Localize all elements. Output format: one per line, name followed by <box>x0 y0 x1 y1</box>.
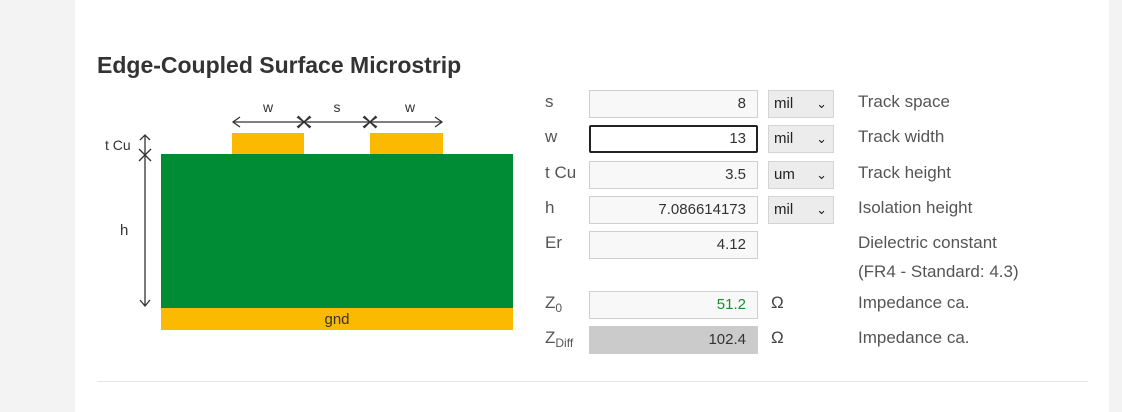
chevron-down-icon: ⌄ <box>816 96 827 111</box>
dielectric-constant-description: Dielectric constant <box>858 233 997 252</box>
track-height-unit-select[interactable]: um ⌄ <box>768 161 834 189</box>
track-width-description: Track width <box>858 127 945 146</box>
label-w-right: w <box>404 99 416 115</box>
track-space-description: Track space <box>858 92 950 111</box>
chevron-down-icon: ⌄ <box>816 202 827 217</box>
label-w-left: w <box>262 99 274 115</box>
unit-value: mil <box>774 130 794 147</box>
track-right <box>370 133 443 154</box>
label-er-param: Er <box>545 233 562 252</box>
impedance-zdiff-output: 102.4 <box>589 326 758 354</box>
gnd-label: gnd <box>324 311 349 328</box>
isolation-height-unit-select[interactable]: mil ⌄ <box>768 196 834 224</box>
track-left <box>232 133 304 154</box>
dimension-lines <box>138 115 444 308</box>
unit-value: um <box>774 166 795 183</box>
chevron-down-icon: ⌄ <box>816 131 827 146</box>
label-zdiff-param: ZDiff <box>545 328 574 350</box>
z0-unit: Ω <box>771 293 784 312</box>
substrate-rect <box>161 154 513 308</box>
dielectric-constant-note: (FR4 - Standard: 4.3) <box>858 262 1019 281</box>
zdiff-description: Impedance ca. <box>858 328 970 347</box>
label-h-param: h <box>545 198 555 217</box>
page-title: Edge-Coupled Surface Microstrip <box>97 52 462 78</box>
section-divider <box>97 381 1088 382</box>
track-width-input[interactable]: 13 <box>589 125 758 153</box>
microstrip-diagram: gnd w s w <box>100 92 520 337</box>
track-space-input[interactable]: 8 <box>589 90 758 118</box>
isolation-height-description: Isolation height <box>858 198 973 217</box>
label-w-param: w <box>545 127 558 146</box>
impedance-z0-output: 51.2 <box>589 291 758 319</box>
z0-description: Impedance ca. <box>858 293 970 312</box>
unit-value: mil <box>774 201 794 218</box>
track-height-description: Track height <box>858 163 951 182</box>
label-tcu: t Cu <box>105 137 131 153</box>
zdiff-unit: Ω <box>771 328 784 347</box>
unit-value: mil <box>774 95 794 112</box>
label-s: s <box>334 99 341 115</box>
gnd-plane <box>161 308 513 330</box>
track-height-input[interactable]: 3.5 <box>589 161 758 189</box>
chevron-down-icon: ⌄ <box>816 167 827 182</box>
track-space-unit-select[interactable]: mil ⌄ <box>768 90 834 118</box>
label-s-param: s <box>545 92 554 111</box>
label-z0-param: Z0 <box>545 293 563 315</box>
label-tcu-param: t Cu <box>545 163 577 182</box>
track-width-unit-select[interactable]: mil ⌄ <box>768 125 834 153</box>
label-h: h <box>120 222 128 239</box>
dielectric-constant-input[interactable]: 4.12 <box>589 231 758 259</box>
isolation-height-input[interactable]: 7.086614173 <box>589 196 758 224</box>
